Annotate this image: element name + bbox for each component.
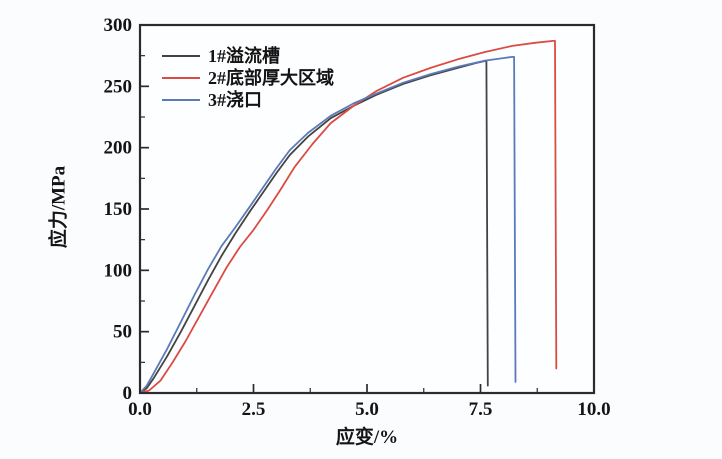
x-axis-label: 应变/% [335,427,399,448]
x-tick-label: 2.5 [242,399,266,420]
series-line-1 [139,59,489,394]
plot-frame [138,23,596,395]
series-line-3 [139,56,517,394]
y-tick-label: 250 [104,76,133,97]
legend-line-swatch-2 [162,76,200,80]
x-tick-label: 10.0 [577,399,610,420]
y-tick-label: 100 [104,260,133,281]
legend-line-swatch-1 [162,54,200,58]
plot-area [140,25,594,393]
x-tick-label: 0.0 [128,399,152,420]
y-tick-label: 150 [104,199,133,220]
legend-item-thick-bottom-region: 2#底部厚大区域 [162,67,334,89]
y-tick-label: 0 [123,383,133,404]
legend-item-gate: 3#浇口 [162,89,334,111]
legend: 1#溢流槽 2#底部厚大区域 3#浇口 [162,45,334,111]
legend-label-1: 1#溢流槽 [208,46,280,66]
y-tick-label: 200 [104,138,133,159]
y-tick-label: 50 [113,322,132,343]
series-line-2 [139,40,558,394]
x-tick-label: 7.5 [469,399,493,420]
y-axis-label: 应力/MPa [48,165,70,249]
x-tick-label: 5.0 [355,399,379,420]
legend-label-2: 2#底部厚大区域 [208,68,334,88]
legend-item-overflow-trough: 1#溢流槽 [162,45,334,67]
legend-label-3: 3#浇口 [208,90,262,110]
y-tick-label: 300 [104,15,133,36]
legend-line-swatch-3 [162,98,200,102]
